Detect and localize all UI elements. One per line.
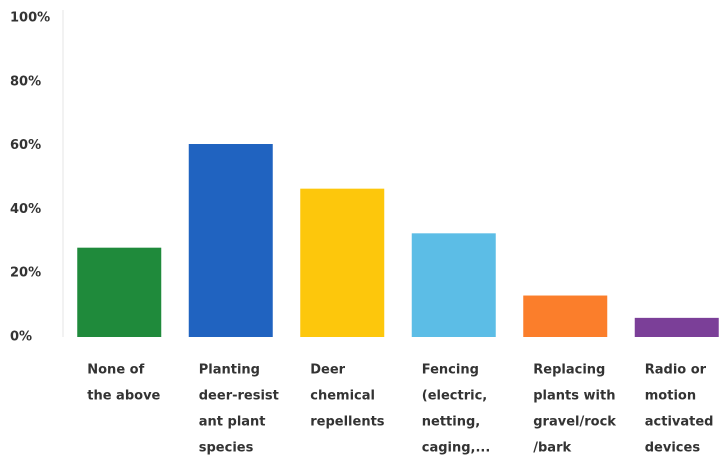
x-tick-label: Planting (199, 363, 260, 378)
y-tick-label: 100% (10, 11, 50, 26)
y-tick-label: 80% (10, 74, 41, 89)
x-tick-label: species (199, 441, 254, 456)
y-tick-label: 0% (10, 330, 32, 345)
y-tick-label: 20% (10, 266, 41, 281)
bar (300, 188, 385, 337)
x-tick-label: (electric, (422, 389, 487, 404)
x-tick-label: Radio or (645, 363, 707, 378)
bar (411, 233, 496, 337)
x-tick-label: activated (645, 415, 714, 430)
x-tick-label: ant plant (199, 415, 266, 430)
x-tick-label: Fencing (422, 363, 479, 378)
x-tick-label: the above (87, 389, 160, 404)
x-tick-label: devices (645, 441, 701, 456)
y-tick-label: 40% (10, 202, 41, 217)
y-tick-label: 60% (10, 138, 41, 153)
x-tick-label: /bark (533, 441, 571, 456)
x-tick-label: deer-resist (199, 389, 279, 404)
x-tick-label: chemical (310, 389, 375, 404)
x-tick-label: motion (645, 389, 696, 404)
bar (523, 295, 608, 337)
x-tick-label: plants with (533, 389, 615, 404)
x-tick-label: repellents (310, 415, 385, 430)
x-tick-label: netting, (422, 415, 480, 430)
bar (77, 247, 162, 337)
x-tick-label: Replacing (533, 363, 605, 378)
bar (634, 317, 719, 337)
x-tick-label: Deer (310, 363, 345, 378)
x-tick-label: caging,... (422, 441, 491, 456)
x-tick-label: gravel/rock (533, 415, 616, 430)
x-tick-label: None of (87, 363, 144, 378)
bar (188, 144, 273, 337)
